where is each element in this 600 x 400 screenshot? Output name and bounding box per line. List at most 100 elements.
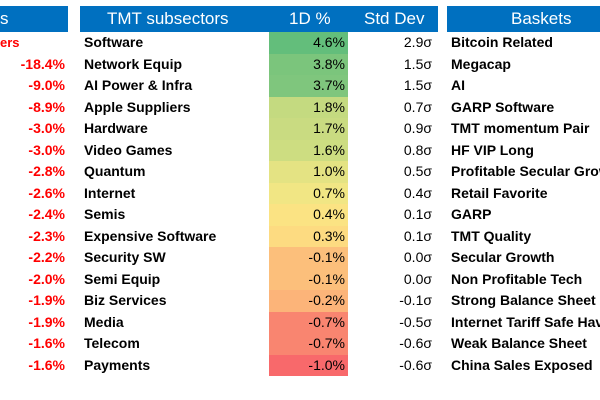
subsector-stddev: 0.0σ	[403, 270, 432, 287]
subsector-row: Media -0.7% -0.5σ	[80, 311, 438, 333]
basket-row: Secular Growth	[447, 247, 600, 269]
subsector-row: Network Equip 3.8% 1.5σ	[80, 53, 438, 75]
subsector-stddev: 0.0σ	[403, 249, 432, 265]
subsector-row: Software 4.6% 2.9σ	[80, 32, 438, 54]
left-table-row: -9.0%	[0, 75, 68, 97]
subsector-1d-pct: 1.0%	[269, 161, 348, 183]
basket-row: Bitcoin Related	[447, 32, 600, 54]
basket-row: Profitable Secular Grow	[447, 161, 600, 183]
subsector-1d-pct: -0.1%	[269, 247, 348, 269]
basket-name: GARP Software	[451, 98, 555, 115]
subsector-stddev: -0.1σ	[399, 292, 432, 308]
subsector-row: Video Games 1.6% 0.8σ	[80, 139, 438, 161]
left-row-value: -9.0%	[28, 77, 65, 93]
left-table-row: -8.9%	[0, 97, 68, 119]
left-table-row: -1.6%	[0, 333, 68, 355]
subsector-row: Biz Services -0.2% -0.1σ	[80, 290, 438, 312]
basket-name: HF VIP Long	[451, 141, 534, 158]
left-table-row: -3.0%	[0, 118, 68, 140]
subsector-row: Apple Suppliers 1.8% 0.7σ	[80, 96, 438, 118]
basket-row: Non Profitable Tech	[447, 269, 600, 291]
subsector-name: Media	[84, 313, 124, 330]
subsector-name: Semi Equip	[84, 270, 161, 287]
basket-name: Bitcoin Related	[451, 34, 553, 50]
subsector-stddev: -0.6σ	[399, 335, 432, 351]
baskets-table-header: Baskets	[447, 6, 600, 32]
subsector-1d-pct: 0.7%	[269, 182, 348, 204]
basket-name: TMT momentum Pair	[451, 120, 590, 136]
subsector-1d-pct: -0.7%	[269, 311, 348, 333]
subsector-name: AI Power & Infra	[84, 77, 193, 93]
left-row-value: -18.4%	[20, 55, 65, 72]
left-table-row: -2.6%	[0, 183, 68, 205]
subsector-name: Network Equip	[84, 55, 183, 72]
subsector-1d-pct: 0.4%	[269, 204, 348, 226]
subsector-1d-pct: 4.6%	[269, 32, 348, 54]
subsector-row: AI Power & Infra 3.7% 1.5σ	[80, 75, 438, 97]
left-table-row: ers	[0, 32, 68, 54]
basket-name: GARP	[451, 206, 492, 222]
basket-name: Retail Favorite	[451, 184, 548, 201]
subsector-name: Telecom	[84, 335, 140, 351]
left-row-value: -1.6%	[28, 356, 65, 373]
subsector-stddev: -0.5σ	[399, 313, 432, 330]
basket-name: Strong Balance Sheet	[451, 292, 596, 308]
left-row-value: -2.0%	[28, 270, 65, 287]
subsector-1d-pct: -0.2%	[269, 290, 348, 312]
subsector-name: Biz Services	[84, 292, 167, 308]
subsector-name: Security SW	[84, 249, 166, 265]
basket-row: Megacap	[447, 54, 600, 76]
subsector-1d-pct: 1.6%	[269, 139, 348, 161]
subsector-row: Hardware 1.7% 0.9σ	[80, 118, 438, 140]
basket-row: TMT momentum Pair	[447, 118, 600, 140]
basket-row: GARP Software	[447, 97, 600, 119]
basket-name: TMT Quality	[451, 227, 532, 244]
left-table-row: -1.9%	[0, 312, 68, 334]
subsector-stddev: 0.4σ	[403, 184, 432, 201]
left-table-row: -1.6%	[0, 355, 68, 377]
basket-name: Secular Growth	[451, 249, 555, 265]
left-row-value: -2.3%	[28, 227, 65, 244]
subsector-1d-pct: 1.8%	[269, 96, 348, 118]
left-row-value: -1.6%	[28, 335, 65, 351]
left-row-value: -8.9%	[28, 98, 65, 115]
subsector-name: Hardware	[84, 120, 148, 136]
subsector-row: Internet 0.7% 0.4σ	[80, 182, 438, 204]
basket-row: China Sales Exposed	[447, 355, 600, 377]
basket-row: GARP	[447, 204, 600, 226]
left-row-value: -2.4%	[28, 206, 65, 222]
subsector-1d-pct: 1.7%	[269, 118, 348, 140]
basket-row: Weak Balance Sheet	[447, 333, 600, 355]
baskets-header-label: Baskets	[511, 9, 572, 28]
left-table-row: -2.2%	[0, 247, 68, 269]
pct-header-label: 1D %	[289, 9, 331, 28]
subsector-1d-pct: 3.7%	[269, 75, 348, 97]
left-row-value: -1.9%	[28, 292, 65, 308]
subsector-stddev: 0.8σ	[403, 141, 432, 158]
subsector-row: Telecom -0.7% -0.6σ	[80, 333, 438, 355]
basket-row: AI	[447, 75, 600, 97]
left-row-value: -3.0%	[28, 120, 65, 136]
subsector-1d-pct: -0.1%	[269, 268, 348, 290]
subsector-stddev: 0.1σ	[403, 206, 432, 222]
basket-row: Internet Tariff Safe Hav	[447, 312, 600, 334]
left-table-row: -2.3%	[0, 226, 68, 248]
subsector-row: Security SW -0.1% 0.0σ	[80, 247, 438, 269]
subsectors-table-header: TMT subsectors 1D % Std Dev	[80, 6, 438, 32]
subsector-stddev: 0.5σ	[403, 163, 432, 179]
basket-name: Weak Balance Sheet	[451, 335, 587, 351]
left-table-header: s	[0, 6, 68, 32]
basket-name: Non Profitable Tech	[451, 270, 583, 287]
subsector-stddev: 0.9σ	[403, 120, 432, 136]
subsector-stddev: 0.7σ	[403, 98, 432, 115]
left-table-row: -1.9%	[0, 290, 68, 312]
subsector-stddev: 1.5σ	[403, 77, 432, 93]
basket-name: China Sales Exposed	[451, 356, 593, 373]
subsector-row: Expensive Software 0.3% 0.1σ	[80, 225, 438, 247]
basket-row: HF VIP Long	[447, 140, 600, 162]
subsector-name: Semis	[84, 206, 126, 222]
basket-row: Retail Favorite	[447, 183, 600, 205]
left-row-value: -3.0%	[28, 141, 65, 158]
basket-name: AI	[451, 77, 465, 93]
basket-row: Strong Balance Sheet	[447, 290, 600, 312]
